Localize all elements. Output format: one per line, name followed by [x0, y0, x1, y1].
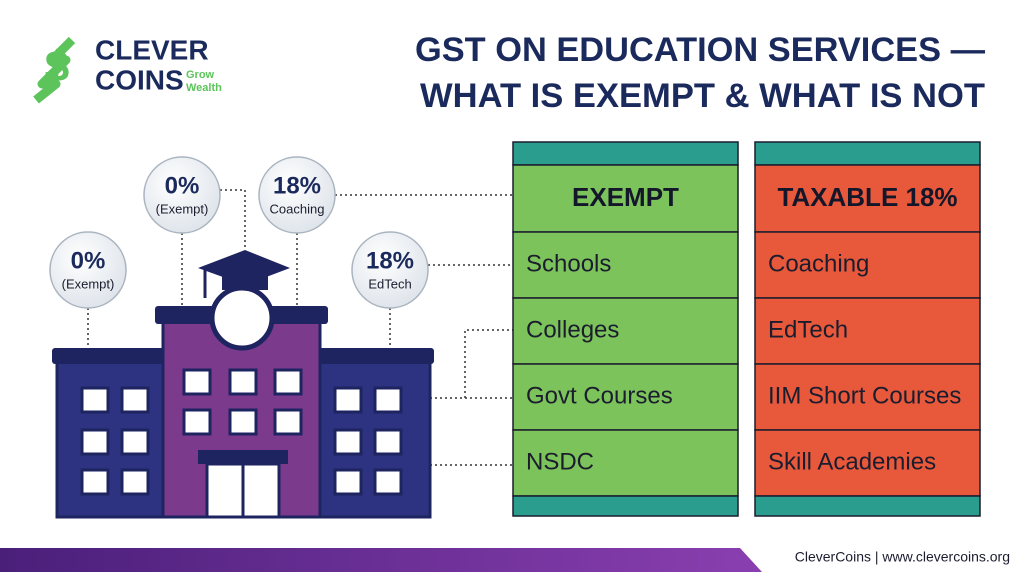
logo-icon: [33, 36, 76, 104]
connectors: [87, 189, 513, 466]
logo-tagline: Wealth: [186, 82, 222, 94]
row-text: Skill Academies: [768, 448, 936, 475]
building: [52, 250, 434, 519]
title: WHAT IS EXEMPT & WHAT IS NOT: [420, 77, 985, 115]
bubble: [351, 231, 429, 309]
row-cell: [512, 231, 739, 299]
bubble-label: EdTech: [368, 276, 411, 291]
logo-tagline: Grow: [186, 69, 215, 81]
bubble-label: (Exempt): [156, 201, 209, 216]
rate-bubbles: 0% (Exempt) 0% (Exempt) 18% Coaching 18% EdTech: [49, 156, 429, 309]
bubble-rate: 0%: [165, 172, 200, 199]
column-cap: [512, 495, 739, 517]
logo: $ CLEVER COINS Grow Wealth: [33, 34, 222, 104]
bubble-rate: 18%: [273, 172, 321, 199]
bubble-rate: 18%: [366, 247, 414, 274]
logo-name: COINS: [95, 64, 184, 95]
row-text: NSDC: [526, 448, 594, 475]
column-cap: [754, 141, 981, 166]
row-text: IIM Short Courses: [768, 382, 961, 409]
row-cell: [754, 363, 981, 431]
column-header: TAXABLE 18%: [777, 182, 957, 212]
logo-name: CLEVER: [95, 34, 209, 65]
footer-text: CleverCoins | www.clevercoins.org: [795, 549, 1010, 565]
row-text: Colleges: [526, 316, 619, 343]
row-cell: [512, 297, 739, 365]
row-text: Coaching: [768, 250, 869, 277]
bubble: [49, 231, 127, 309]
column-header: EXEMPT: [572, 182, 679, 212]
bubble-label: Coaching: [270, 201, 325, 216]
row-text: Schools: [526, 250, 611, 277]
bubble: [258, 156, 336, 234]
row-cell: [754, 231, 981, 299]
row-cell: [512, 429, 739, 497]
bubble-label: (Exempt): [62, 276, 115, 291]
row-cell: [754, 429, 981, 497]
row-cell: [512, 363, 739, 431]
logo-icon-symbol: $: [45, 43, 69, 92]
column-header-cell: [754, 164, 981, 233]
row-text: Govt Courses: [526, 382, 673, 409]
row-text: EdTech: [768, 316, 848, 343]
column-cap: [512, 141, 739, 166]
tax-table: EXEMPT Schools Colleges Govt Courses NSDC TAX…: [512, 141, 981, 517]
footer-band: [0, 548, 762, 572]
column-cap: [754, 495, 981, 517]
title: GST ON EDUCATION SERVICES —: [415, 31, 985, 69]
bubble: [143, 156, 221, 234]
bubble-rate: 0%: [71, 247, 106, 274]
row-cell: [754, 297, 981, 365]
